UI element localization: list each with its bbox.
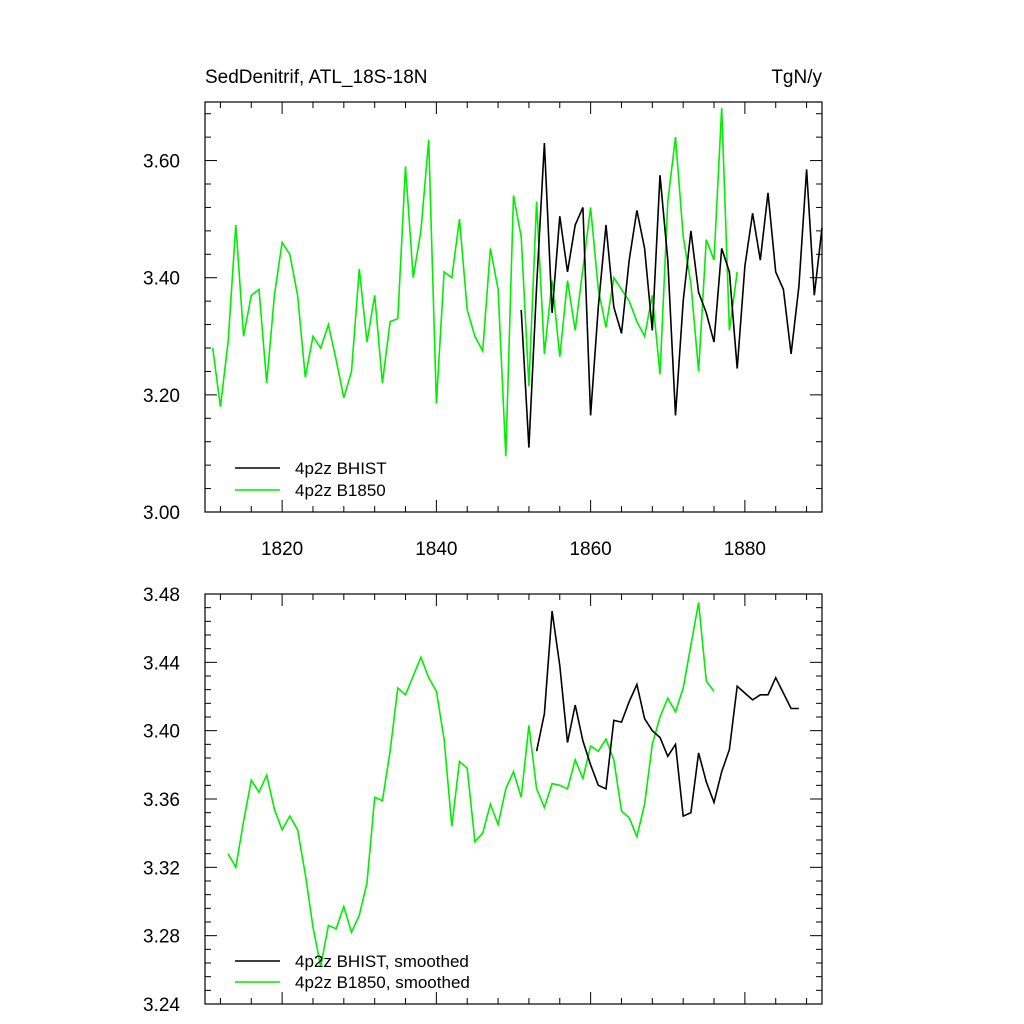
series-line-4p2z-b1850 (211, 107, 738, 457)
legend-label-b1850: 4p2z B1850 (295, 481, 386, 500)
bottom-panel-ticks: 3.24 3.28 3.32 3.36 3.40 3.44 3.48 (143, 585, 822, 1016)
bottom-panel-frame (204, 593, 823, 1005)
y-tick-label: 3.24 (143, 995, 180, 1016)
y-tick-label: 3.28 (143, 927, 180, 948)
top-panel: SedDenitrif, ATL_18S-18N TgN/y 1820 1840 1… (143, 67, 823, 560)
units-label: TgN/y (771, 67, 822, 88)
y-tick-label: 3.60 (143, 152, 180, 173)
series-line-4p2z-b1850-smoothed (227, 602, 715, 967)
x-tick-label: 1820 (261, 539, 303, 560)
legend-label-bhist-smoothed: 4p2z BHIST, smoothed (295, 952, 469, 971)
y-tick-label: 3.44 (143, 653, 180, 674)
top-panel-frame (204, 101, 823, 513)
x-tick-label: 1860 (569, 539, 611, 560)
top-panel-series (211, 107, 823, 457)
legend-label-bhist: 4p2z BHIST (295, 459, 387, 478)
series-line-4p2z-bhist (520, 142, 823, 448)
y-tick-label: 3.00 (143, 503, 180, 524)
bottom-panel: 3.24 3.28 3.32 3.36 3.40 3.44 3.48 4p2z BHIST,… (143, 585, 823, 1016)
bottom-panel-legend: 4p2z BHIST, smoothed 4p2z B1850, smoothe… (235, 952, 470, 992)
y-tick-label: 3.48 (143, 585, 180, 606)
x-tick-label: 1840 (415, 539, 457, 560)
bottom-panel-series (227, 602, 799, 967)
y-tick-label: 3.40 (143, 269, 180, 290)
y-tick-label: 3.40 (143, 722, 180, 743)
chart-title: SedDenitrif, ATL_18S-18N (205, 67, 428, 88)
x-tick-label: 1880 (724, 539, 766, 560)
y-tick-label: 3.32 (143, 858, 180, 879)
series-line-4p2z-bhist-smoothed (535, 610, 799, 818)
y-tick-label: 3.36 (143, 790, 180, 811)
y-tick-label: 3.20 (143, 386, 180, 407)
legend-label-b1850-smoothed: 4p2z B1850, smoothed (295, 973, 470, 992)
top-panel-legend: 4p2z BHIST 4p2z B1850 (235, 459, 387, 500)
top-panel-ticks: 1820 1840 1860 1880 3.00 3.20 3.40 3.60 (143, 102, 822, 560)
